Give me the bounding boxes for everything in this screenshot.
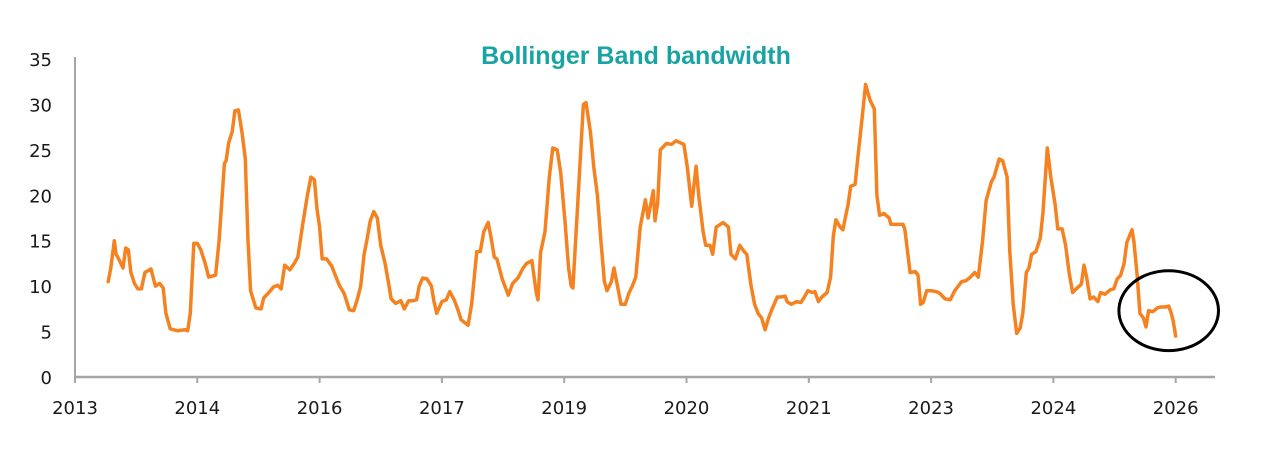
y-tick-label: 5 [41, 323, 52, 344]
x-tick-label: 2013 [52, 398, 98, 419]
x-tick-label: 2017 [419, 398, 465, 419]
series-layer [106, 82, 1178, 338]
chart-title: Bollinger Band bandwidth [481, 42, 791, 70]
y-tick-label: 35 [29, 50, 52, 71]
x-tick-label: 2026 [1153, 398, 1199, 419]
x-tick-label: 2020 [664, 398, 710, 419]
bandwidth-line [106, 82, 1178, 338]
highlight-ellipse [1117, 269, 1220, 353]
y-tick-label: 10 [29, 277, 52, 298]
x-axis: 2013 2014 2016 2017 2019 2020 2021 2023 2024 2026 [52, 375, 1215, 419]
y-tick-label: 30 [29, 95, 52, 116]
y-tick-label: 15 [29, 232, 52, 253]
x-tick-label: 2023 [908, 398, 954, 419]
x-tick-label: 2021 [786, 398, 832, 419]
y-tick-label: 25 [29, 141, 52, 162]
y-axis: 0 5 10 15 20 25 30 35 [29, 50, 76, 389]
y-tick-label: 0 [41, 368, 52, 389]
annotation-layer [1117, 269, 1220, 353]
x-tick-label: 2014 [174, 398, 220, 419]
x-tick-label: 2016 [297, 398, 343, 419]
y-tick-label: 20 [29, 186, 52, 207]
x-tick-label: 2019 [541, 398, 587, 419]
x-tick-label: 2024 [1030, 398, 1076, 419]
